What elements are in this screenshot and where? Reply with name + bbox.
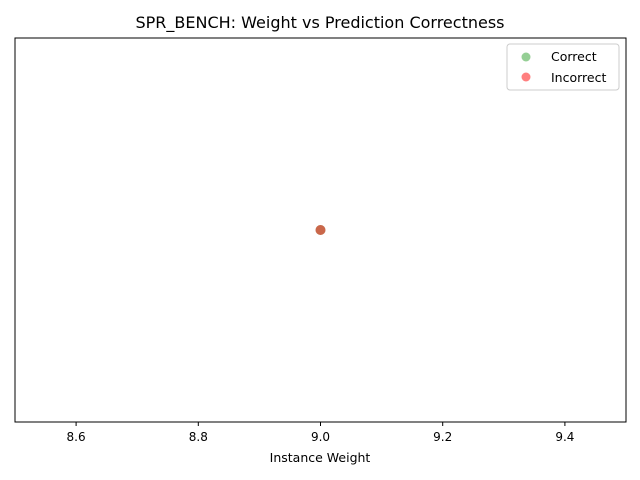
x-tick-label: 8.8 bbox=[189, 430, 208, 444]
legend-box bbox=[506, 43, 620, 91]
legend-label-correct: Correct bbox=[551, 49, 597, 64]
x-axis-label: Instance Weight bbox=[270, 450, 371, 465]
plot-points bbox=[315, 225, 326, 235]
x-tick-label: 9.4 bbox=[555, 430, 574, 444]
x-axis-ticks: 8.6 8.8 9.0 9.2 9.4 bbox=[67, 422, 574, 444]
legend: Correct Incorrect bbox=[506, 43, 620, 91]
legend-marker-incorrect bbox=[521, 72, 531, 82]
x-tick-label: 8.6 bbox=[67, 430, 86, 444]
x-tick-label: 9.0 bbox=[311, 430, 330, 444]
legend-label-incorrect: Incorrect bbox=[551, 70, 606, 85]
chart-title: SPR_BENCH: Weight vs Prediction Correctn… bbox=[136, 13, 505, 33]
legend-marker-correct bbox=[521, 52, 531, 62]
x-tick-label: 9.2 bbox=[433, 430, 452, 444]
data-point-incorrect bbox=[315, 225, 326, 235]
